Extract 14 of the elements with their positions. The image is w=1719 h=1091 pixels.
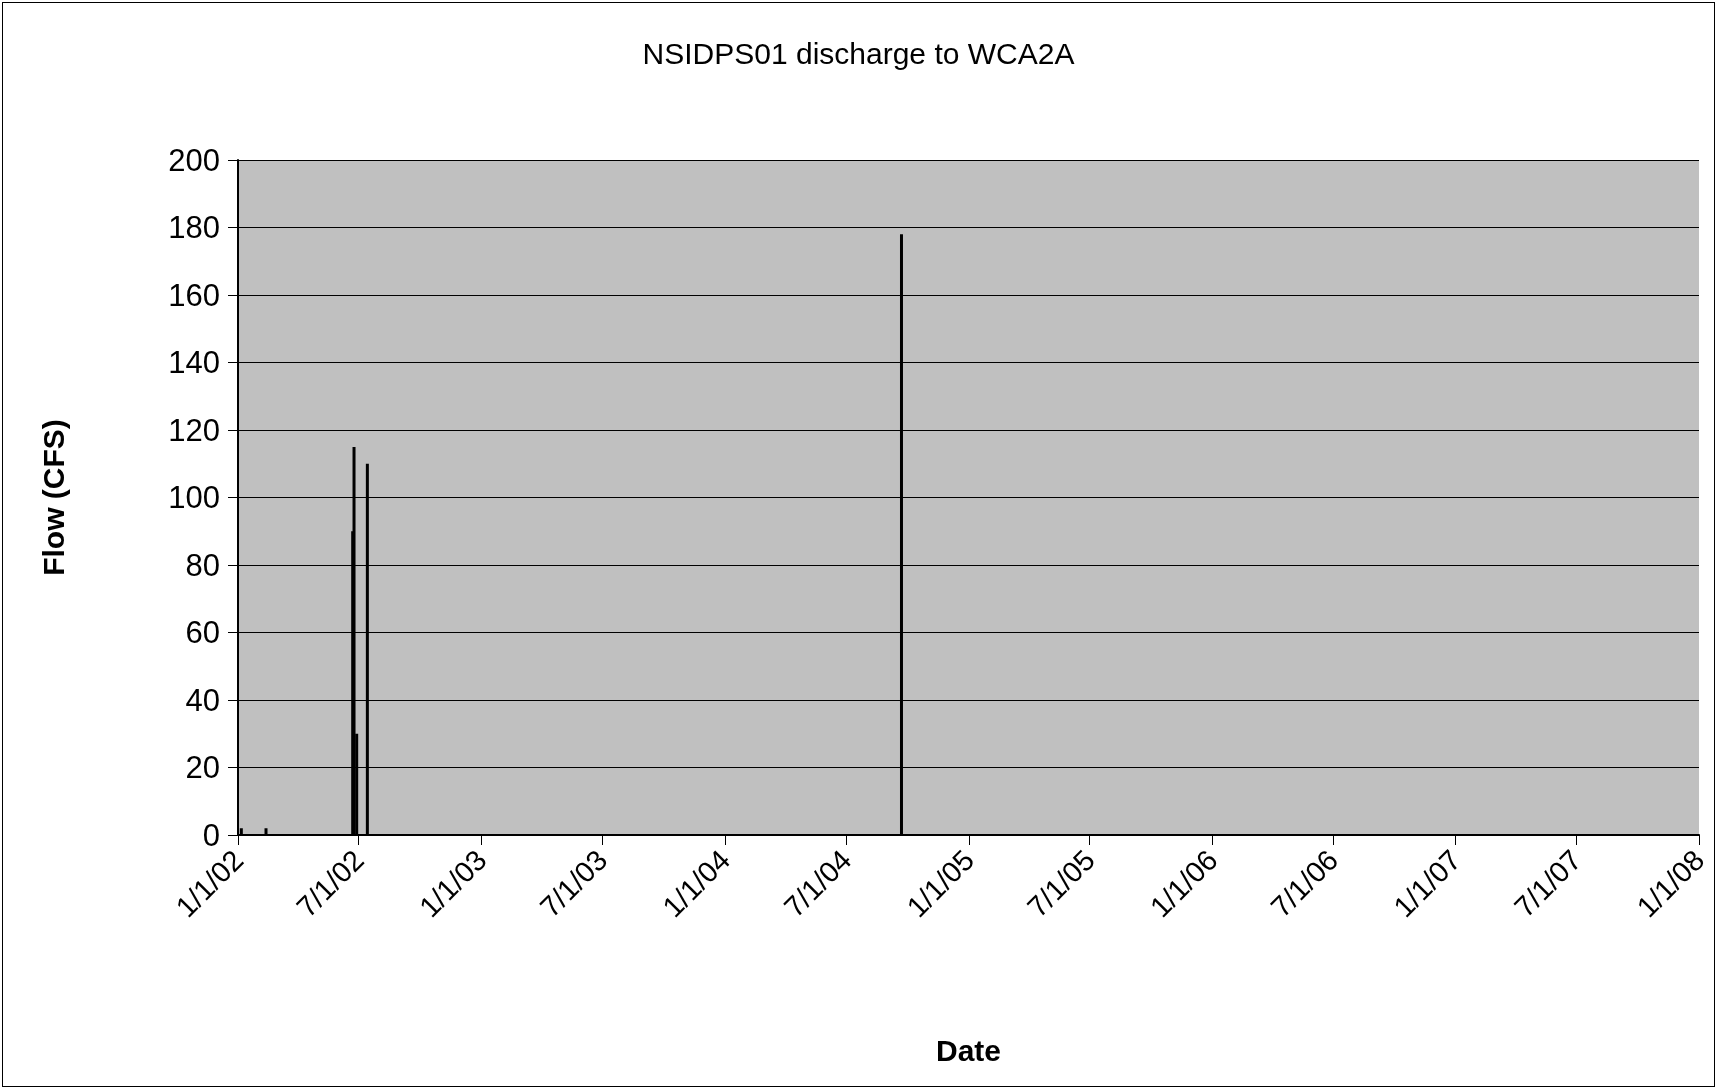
y-tick-label: 100 [168, 480, 220, 515]
y-tick-label: 140 [168, 345, 220, 380]
y-tick-label: 120 [168, 412, 220, 448]
y-tick-label: 60 [185, 615, 220, 650]
x-axis-title: Date [935, 1033, 1002, 1067]
y-tick-label: 40 [185, 682, 220, 718]
y-tick-label: 180 [168, 210, 220, 245]
y-axis-title: Flow (CFS) [36, 419, 70, 576]
y-tick-label: 20 [185, 750, 220, 785]
y-tick-label: 0 [202, 817, 220, 853]
y-tick-label: 80 [185, 547, 220, 583]
y-tick-label: 200 [168, 142, 220, 178]
chart-title: NSIDPS01 discharge to WCA2A [642, 36, 1075, 70]
y-tick-label: 160 [168, 277, 220, 313]
